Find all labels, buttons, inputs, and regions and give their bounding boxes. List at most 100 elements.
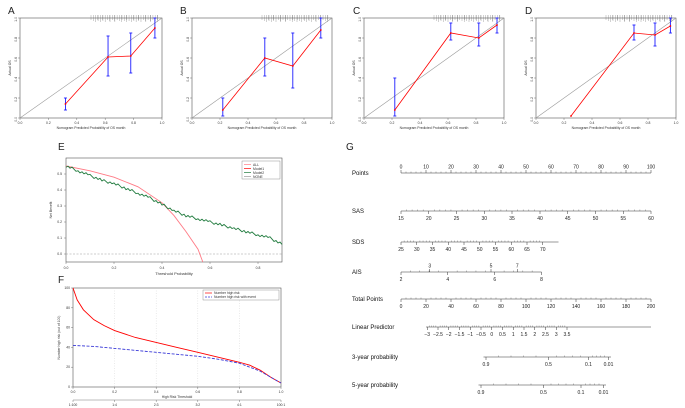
nomogram-tick-label: 2 xyxy=(533,332,536,338)
nomogram-tick-label: 4 xyxy=(446,277,449,283)
y-tick-label: 0.4 xyxy=(57,188,62,192)
y-tick-label: 40 xyxy=(66,345,70,349)
nomogram-tick-label: 0.5 xyxy=(545,362,552,368)
y-tick-label: 0.8 xyxy=(530,37,534,42)
nomogram-tick-label: 200 xyxy=(647,304,656,310)
calibration-point xyxy=(633,32,635,34)
plot-frame xyxy=(72,287,282,388)
high-risk-event-curve xyxy=(72,344,282,384)
nomogram-row-label: Total Points xyxy=(352,297,383,303)
y-tick-label: 0.8 xyxy=(186,37,190,42)
y-tick-label: 0.6 xyxy=(530,57,534,62)
x-tick-label: 0.2 xyxy=(112,390,117,394)
y-axis-label: Number high risk (out of 100) xyxy=(57,316,61,360)
calibration-point xyxy=(154,27,156,29)
nomogram-tick-label: 0.5 xyxy=(499,332,506,338)
x-tick-label: 0.2 xyxy=(112,266,117,270)
calibration-point xyxy=(669,25,672,27)
nomogram-row-label: Points xyxy=(352,171,369,177)
nomogram-tick-label: 40 xyxy=(537,216,543,222)
nomogram-tick-label: 0.01 xyxy=(604,362,614,368)
calibration-point xyxy=(496,24,498,26)
x-tick-label: 0.4 xyxy=(590,121,595,125)
calibration-point xyxy=(263,57,266,59)
nomogram-tick-label: 10 xyxy=(423,165,429,171)
nomogram-tick-label: 0 xyxy=(400,165,403,171)
y-tick-label: 0 xyxy=(68,385,70,389)
legend-label: Number high risk xyxy=(214,291,240,295)
y-tick-label: 0.1 xyxy=(57,236,62,240)
y-tick-label: 1.0 xyxy=(14,17,18,22)
x-tick-label: 0.0 xyxy=(534,121,539,125)
nomogram-tick-label: −2.5 xyxy=(433,332,443,338)
calibration-point xyxy=(221,109,224,111)
y-tick-label: 1.0 xyxy=(530,17,534,22)
x-tick-label: 0.4 xyxy=(418,121,423,125)
panel-label-c: C xyxy=(353,6,360,17)
nomogram-tick-label: 40 xyxy=(448,304,454,310)
x2-tick-label: 100:1 xyxy=(277,403,286,407)
ideal-line xyxy=(191,17,333,119)
nomogram-tick-label: 140 xyxy=(572,304,581,310)
nomogram-row-label: SDS xyxy=(352,240,364,246)
x-tick-label: 0.6 xyxy=(446,121,451,125)
nomogram-tick-label: 30 xyxy=(414,247,420,253)
y-tick-label: 0.4 xyxy=(358,77,362,82)
panel-label-b: B xyxy=(180,6,187,17)
y-tick-label: 0.0 xyxy=(57,252,62,256)
y-tick-label: 0.2 xyxy=(530,97,534,102)
panel-label-f: F xyxy=(58,275,64,286)
x-tick-label: 0.4 xyxy=(74,121,79,125)
x-tick-label: 0.8 xyxy=(131,121,136,125)
x-tick-label: 0.0 xyxy=(18,121,23,125)
x2-tick-label: 2:3 xyxy=(154,403,159,407)
calibration-point xyxy=(64,103,67,105)
nomogram-tick-label: 55 xyxy=(493,247,499,253)
nomogram-row-label: Linear Predictor xyxy=(352,325,394,331)
calibration-point xyxy=(477,37,480,39)
nomogram-tick-label: 2 xyxy=(400,277,403,283)
nomogram-tick-label: 20 xyxy=(423,304,429,310)
nomogram-tick-label: −1.5 xyxy=(455,332,465,338)
x-axis-label: Nomogram Predicted Probability of OS mon… xyxy=(57,126,126,130)
nomogram-tick-label: 65 xyxy=(524,247,530,253)
nomogram-tick-label: 80 xyxy=(498,304,504,310)
nomogram-tick-label: 70 xyxy=(540,247,546,253)
ideal-line xyxy=(363,17,505,119)
nomogram-tick-label: 0.9 xyxy=(478,390,485,396)
calibration-point xyxy=(319,29,322,31)
decision-curve-plot: 0.0 0.2 0.4 0.6 0.8 0.0 0.1 0.2 0.3 0.4 0.5 Thresho… xyxy=(49,157,283,276)
y-axis-label: Net Benefit xyxy=(49,202,53,219)
x-tick-label: 1.0 xyxy=(674,121,679,125)
nomogram-tick-label: 60 xyxy=(648,216,654,222)
x2-tick-label: 1:100 xyxy=(69,403,78,407)
y-tick-label: 100 xyxy=(64,286,70,290)
calibration-line xyxy=(65,27,156,105)
nomogram-tick-label: 50 xyxy=(593,216,599,222)
x-tick-label: 0.2 xyxy=(390,121,395,125)
plot-frame xyxy=(65,157,283,263)
nomogram-tick-label: 25 xyxy=(454,216,460,222)
nomogram-tick-label: 1 xyxy=(512,332,515,338)
nomogram-tick-label: 45 xyxy=(461,247,467,253)
y-tick-label: 0.6 xyxy=(186,57,190,62)
y-tick-label: 0.6 xyxy=(14,57,18,62)
x-tick-label: 0.6 xyxy=(195,390,200,394)
nomogram-tick-label: 0.1 xyxy=(578,390,585,396)
nomogram-row-label: AIS xyxy=(352,270,362,276)
calibration-plot-b: 0.0 0.2 0.4 0.6 0.8 1.0 0.0 0.2 0.4 0.6 0.8 1.0 Nomo… xyxy=(180,15,334,130)
x-axis-label: Nomogram Predicted Probability of OS mon… xyxy=(228,126,297,130)
nomogram-tick-label: 0.01 xyxy=(599,390,609,396)
nomogram-tick-label: 25 xyxy=(398,247,404,253)
x-tick-label: 0.0 xyxy=(362,121,367,125)
y-tick-label: 0.0 xyxy=(530,117,534,122)
x-tick-label: 0.0 xyxy=(71,390,76,394)
calibration-line xyxy=(394,24,498,111)
model-curve xyxy=(65,165,283,245)
nomogram-tick-label: 0 xyxy=(400,304,403,310)
calibration-point xyxy=(129,55,132,57)
y-tick-label: 80 xyxy=(66,306,70,310)
